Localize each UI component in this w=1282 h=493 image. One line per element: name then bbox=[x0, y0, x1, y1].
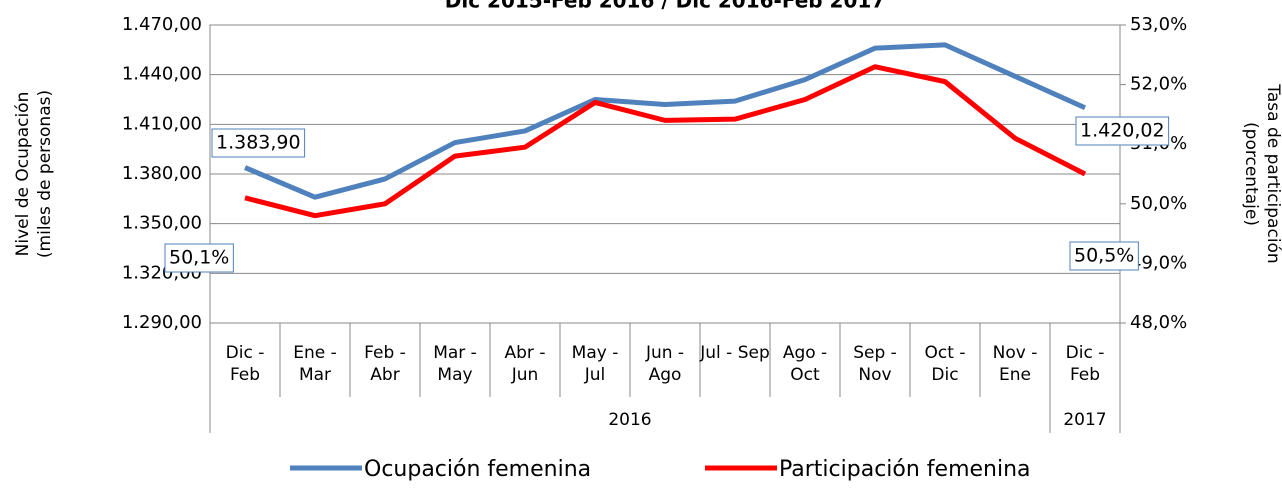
x-tick-label: May - Jul bbox=[571, 343, 619, 385]
y2-axis-title-line: Tasa de participación bbox=[1263, 83, 1282, 263]
data-label-box bbox=[1069, 241, 1139, 271]
y2-tick-label: 50,0% bbox=[1130, 193, 1187, 214]
y-tick-label: 1.410,00 bbox=[122, 113, 202, 134]
y2-tick-label: 52,0% bbox=[1130, 74, 1187, 95]
x-tick-label: Abr - Jun bbox=[504, 343, 546, 385]
data-label: 50,1% bbox=[169, 247, 229, 269]
x-tick-label: Feb - Abr bbox=[364, 343, 406, 385]
series-line bbox=[244, 64, 1087, 219]
x-tick-label: Mar - May bbox=[433, 343, 477, 385]
x-tick-label: Oct - Dic bbox=[924, 343, 966, 385]
y-tick-label: 1.470,00 bbox=[122, 14, 202, 35]
y2-tick-label: 49,0% bbox=[1130, 252, 1187, 273]
data-label-box bbox=[211, 128, 306, 158]
y-axis-title: Nivel de Ocupación (miles de personas) bbox=[13, 90, 55, 258]
y-tick-label: 1.350,00 bbox=[122, 213, 202, 234]
y-tick-label: 1.380,00 bbox=[122, 163, 202, 184]
x-tick-label: Sep - Nov bbox=[853, 343, 897, 385]
x-tick-label: Dic - Feb bbox=[225, 343, 265, 385]
x-tick-label: Nov - Ene bbox=[992, 343, 1038, 385]
legend-label: Ocupación femenina bbox=[364, 457, 591, 482]
y-tick-label: 1.290,00 bbox=[122, 312, 202, 333]
y2-tick-label: 48,0% bbox=[1130, 312, 1187, 333]
data-label: 50,5% bbox=[1074, 245, 1134, 267]
y-axis-title-line: Nivel de Ocupación bbox=[13, 92, 33, 257]
x-tick-label: Jul - Sep bbox=[700, 343, 770, 363]
data-label: 1.420,02 bbox=[1080, 120, 1165, 142]
y2-axis-title-line: (porcentaje) bbox=[1241, 122, 1261, 226]
group-label: 2016 bbox=[608, 410, 651, 430]
data-label-box bbox=[1075, 116, 1170, 146]
group-label: 2017 bbox=[1063, 410, 1106, 430]
y-axis-title-line: (miles de personas) bbox=[35, 90, 55, 258]
chart-title: Dic 2015-Feb 2016 / Dic 2016-Feb 2017 bbox=[445, 0, 885, 13]
x-tick-label: Jun - Ago bbox=[645, 343, 685, 385]
series-line bbox=[244, 42, 1087, 200]
y-tick-label: 1.440,00 bbox=[122, 64, 202, 85]
x-tick-label: Ene - Mar bbox=[293, 343, 337, 385]
x-tick-label: Ago - Oct bbox=[782, 343, 828, 385]
y2-tick-label: 53,0% bbox=[1130, 14, 1187, 35]
x-tick-label: Dic - Feb bbox=[1065, 343, 1105, 385]
legend-label: Participación femenina bbox=[779, 457, 1031, 482]
data-label: 1.383,90 bbox=[216, 132, 301, 154]
data-label-box bbox=[164, 243, 234, 273]
y2-axis-title: Tasa de participación(porcentaje) bbox=[1241, 83, 1282, 263]
